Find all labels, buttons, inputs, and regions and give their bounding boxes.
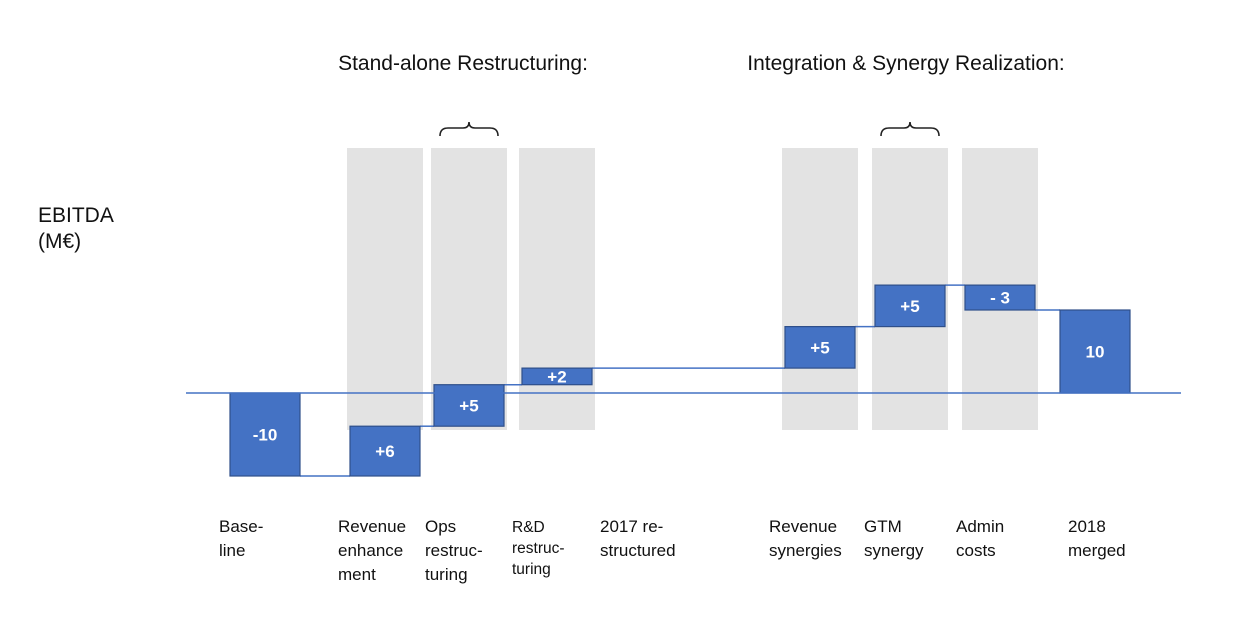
- bar: [964, 284, 1036, 311]
- bar-value-label: +6: [375, 442, 394, 461]
- category-label: Ops restruc-turing: [425, 517, 483, 584]
- category-label-line: GTM: [864, 517, 902, 536]
- category-label-line: synergies: [769, 541, 842, 560]
- bars: -10 +6 +5 +2 +5 +5 - 3 10: [229, 284, 1131, 477]
- group-header-integration: Integration & Synergy Realization:: [747, 52, 1065, 75]
- brace-icon: [439, 121, 499, 137]
- group-header-standalone: Stand-alone Restructuring:: [338, 52, 588, 75]
- category-label-line: Revenue: [338, 517, 406, 536]
- category-label-line: restruc-: [425, 541, 483, 560]
- bar-value-label: 10: [1086, 343, 1105, 362]
- bar: [349, 425, 421, 477]
- category-label: R&D restruc-turing: [512, 519, 565, 578]
- category-label-line: Admin: [956, 517, 1004, 536]
- bar-value-label: +5: [459, 396, 478, 415]
- braces: [439, 121, 940, 137]
- bar-value-label: +2: [547, 367, 566, 386]
- category-label-line: line: [219, 541, 245, 560]
- category-label: GTM synergy: [864, 517, 924, 560]
- category-label: Admin costs: [956, 517, 1004, 560]
- bar-value-label: +5: [900, 297, 919, 316]
- bar-value-label: - 3: [990, 289, 1010, 308]
- y-axis-label-line: (M€): [38, 230, 81, 253]
- y-axis-label-line: EBITDA: [38, 204, 114, 227]
- shade-column: [347, 148, 423, 430]
- category-label: 2018 merged: [1068, 517, 1126, 560]
- category-label-line: merged: [1068, 541, 1126, 560]
- category-label-line: Base-: [219, 517, 263, 536]
- category-label-line: structured: [600, 541, 676, 560]
- category-label-line: 2017 re-: [600, 517, 663, 536]
- bar: [784, 326, 856, 369]
- category-labels: Base-line Revenue enhance ment Ops restruc-tu…: [219, 517, 1126, 584]
- category-label: Base-line: [219, 517, 263, 560]
- brace-icon: [880, 121, 940, 137]
- shade-column: [431, 148, 507, 430]
- category-label-line: restruc-: [512, 540, 565, 557]
- category-label: Revenue synergies: [769, 517, 842, 560]
- connector-lines: [300, 284, 1060, 477]
- bar-value-label: -10: [253, 426, 278, 445]
- bar: [874, 284, 946, 328]
- bar: [1059, 309, 1131, 394]
- shade-column: [782, 148, 858, 430]
- category-label-line: synergy: [864, 541, 924, 560]
- category-label-line: turing: [425, 565, 468, 584]
- category-label-line: ment: [338, 565, 376, 584]
- bar-value-label: +5: [810, 338, 829, 357]
- bar: [433, 384, 505, 427]
- category-label-line: Ops: [425, 517, 456, 536]
- category-label-line: 2018: [1068, 517, 1106, 536]
- shade-column: [519, 148, 595, 430]
- category-label-line: Revenue: [769, 517, 837, 536]
- bar: [521, 367, 593, 386]
- y-axis-label: EBITDA (M€): [38, 204, 114, 253]
- category-label-line: costs: [956, 541, 996, 560]
- category-label: Revenue enhance ment: [338, 517, 406, 584]
- group-headers: Stand-alone Restructuring: Integration &…: [338, 52, 1065, 75]
- category-label: 2017 re-structured: [600, 517, 676, 560]
- category-label-line: R&D: [512, 519, 545, 536]
- category-label-line: turing: [512, 561, 551, 578]
- category-label-line: enhance: [338, 541, 403, 560]
